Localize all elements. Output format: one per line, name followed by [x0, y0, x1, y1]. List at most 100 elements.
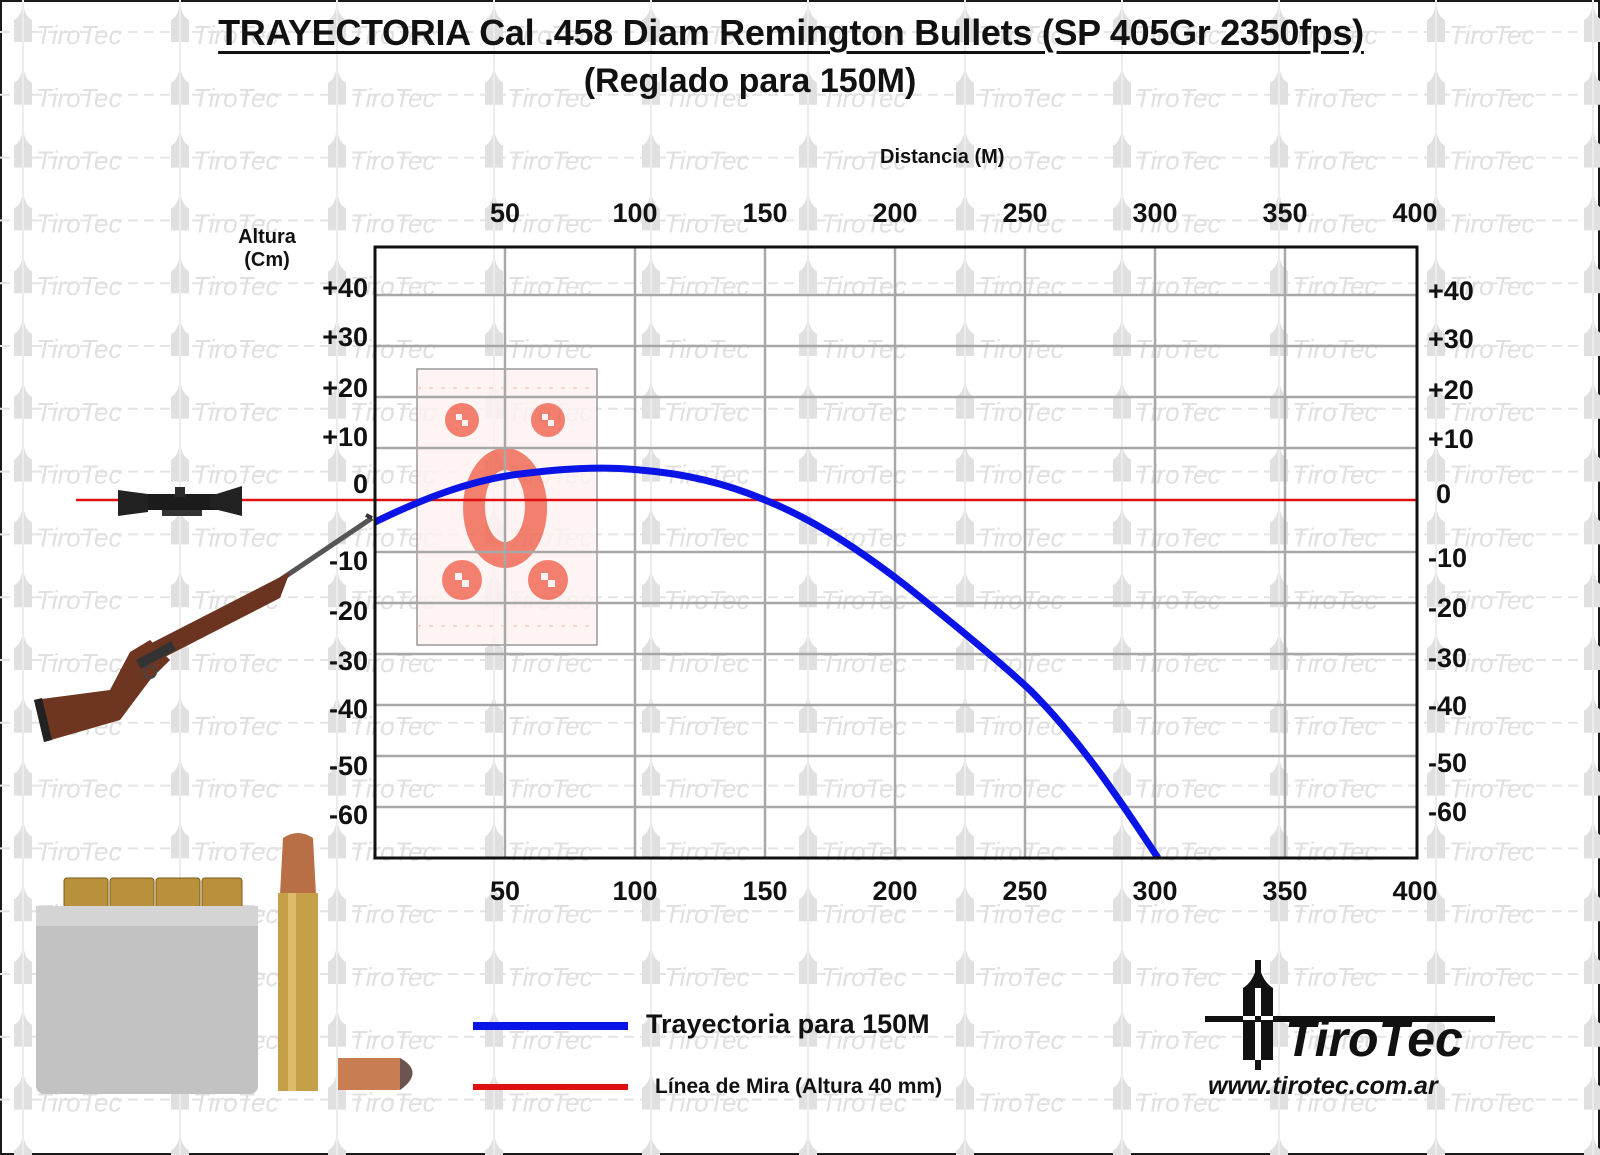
- legend-sightline-swatch: [473, 1084, 628, 1090]
- y-tick-left: +10: [322, 422, 368, 452]
- svg-text:TiroTec: TiroTec: [978, 1088, 1064, 1118]
- svg-text:TiroTec: TiroTec: [821, 146, 907, 176]
- svg-text:TiroTec: TiroTec: [978, 334, 1064, 364]
- svg-text:TiroTec: TiroTec: [1449, 397, 1535, 427]
- y-tick-left: -30: [328, 646, 368, 676]
- svg-text:TiroTec: TiroTec: [1135, 522, 1221, 552]
- svg-text:TiroTec: TiroTec: [1135, 460, 1221, 490]
- svg-text:TiroTec: TiroTec: [978, 1150, 1064, 1155]
- y-tick-right: 0: [1436, 479, 1452, 509]
- svg-text:TiroTec: TiroTec: [1135, 1150, 1221, 1155]
- svg-text:TiroTec: TiroTec: [821, 1025, 907, 1055]
- svg-text:TiroTec: TiroTec: [1449, 271, 1535, 301]
- svg-text:TiroTec: TiroTec: [1449, 962, 1535, 992]
- svg-text:TiroTec: TiroTec: [36, 208, 122, 238]
- svg-text:TiroTec: TiroTec: [978, 83, 1064, 113]
- x-tick-bottom: 200: [872, 876, 918, 906]
- svg-text:TiroTec: TiroTec: [1449, 208, 1535, 238]
- svg-text:TiroTec: TiroTec: [507, 20, 593, 50]
- y-tick-right: +10: [1428, 424, 1474, 454]
- svg-text:TiroTec: TiroTec: [664, 899, 750, 929]
- x-tick-bottom: 350: [1262, 876, 1308, 906]
- svg-text:TiroTec: TiroTec: [1135, 1088, 1221, 1118]
- x-tick-bottom: 50: [489, 876, 521, 906]
- svg-text:TiroTec: TiroTec: [821, 585, 907, 615]
- svg-text:TiroTec: TiroTec: [821, 774, 907, 804]
- svg-text:TiroTec: TiroTec: [350, 774, 436, 804]
- svg-text:TiroTec: TiroTec: [193, 397, 279, 427]
- svg-text:TiroTec: TiroTec: [664, 397, 750, 427]
- x-tick-top: 350: [1262, 198, 1308, 228]
- svg-text:TiroTec: TiroTec: [36, 146, 122, 176]
- svg-text:TiroTec: TiroTec: [36, 774, 122, 804]
- svg-text:TiroTec: TiroTec: [1449, 146, 1535, 176]
- svg-text:TiroTec: TiroTec: [1449, 899, 1535, 929]
- svg-text:TiroTec: TiroTec: [1292, 20, 1378, 50]
- y-tick-right: +30: [1428, 324, 1474, 354]
- svg-text:TiroTec: TiroTec: [1135, 208, 1221, 238]
- svg-text:TiroTec: TiroTec: [350, 836, 436, 866]
- svg-text:TiroTec: TiroTec: [978, 20, 1064, 50]
- y-tick-right: +40: [1428, 276, 1474, 306]
- svg-text:TiroTec: TiroTec: [350, 83, 436, 113]
- website-link[interactable]: www.tirotec.com.ar: [1208, 1072, 1438, 1100]
- svg-text:TiroTec: TiroTec: [1449, 1025, 1535, 1055]
- bullet-image: [338, 1058, 413, 1090]
- svg-text:TiroTec: TiroTec: [821, 334, 907, 364]
- svg-text:TiroTec: TiroTec: [193, 1150, 279, 1155]
- y-tick-right: +20: [1428, 375, 1474, 405]
- svg-text:TiroTec: TiroTec: [978, 1025, 1064, 1055]
- x-tick-bottom: 100: [612, 876, 658, 906]
- svg-text:TiroTec: TiroTec: [664, 1150, 750, 1155]
- x-tick-bottom: 150: [742, 876, 788, 906]
- svg-text:TiroTec: TiroTec: [1449, 20, 1535, 50]
- y-tick-left: -20: [328, 596, 368, 626]
- svg-text:TiroTec: TiroTec: [507, 146, 593, 176]
- x-tick-top: 400: [1392, 198, 1438, 228]
- svg-text:TiroTec: TiroTec: [36, 397, 122, 427]
- svg-text:TiroTec: TiroTec: [821, 20, 907, 50]
- svg-text:TiroTec: TiroTec: [1135, 334, 1221, 364]
- y-tick-left: +20: [322, 373, 368, 403]
- svg-text:TiroTec: TiroTec: [36, 585, 122, 615]
- svg-text:TiroTec: TiroTec: [1135, 146, 1221, 176]
- svg-text:TiroTec: TiroTec: [978, 774, 1064, 804]
- svg-text:TiroTec: TiroTec: [978, 585, 1064, 615]
- x-axis-title: Distancia (M): [880, 146, 1005, 168]
- svg-text:TiroTec: TiroTec: [1449, 711, 1535, 741]
- trajectory-curve: [373, 464, 1161, 860]
- y-tick-right: -60: [1428, 797, 1468, 827]
- svg-text:TiroTec: TiroTec: [1292, 1150, 1378, 1155]
- svg-text:TiroTec: TiroTec: [1449, 522, 1535, 552]
- cartridge-image: [278, 833, 318, 1091]
- ammo-box-image: [36, 877, 258, 1094]
- legend-trajectory-label: Trayectoria para 150M: [646, 1009, 930, 1039]
- svg-text:TiroTec: TiroTec: [193, 711, 279, 741]
- x-tick-top: 300: [1132, 198, 1178, 228]
- svg-text:TiroTec: TiroTec: [1292, 460, 1378, 490]
- svg-text:TiroTec: TiroTec: [507, 334, 593, 364]
- svg-text:TiroTec: TiroTec: [193, 20, 279, 50]
- svg-text:TiroTec: TiroTec: [193, 146, 279, 176]
- y-tick-right: -40: [1428, 691, 1468, 721]
- svg-text:TiroTec: TiroTec: [1449, 1088, 1535, 1118]
- svg-text:TiroTec: TiroTec: [36, 522, 122, 552]
- svg-text:TiroTec: TiroTec: [821, 1088, 907, 1118]
- svg-text:TiroTec: TiroTec: [1292, 1088, 1378, 1118]
- x-tick-top: 100: [612, 198, 658, 228]
- svg-text:TiroTec: TiroTec: [1292, 585, 1378, 615]
- svg-text:TiroTec: TiroTec: [193, 836, 279, 866]
- svg-text:TiroTec: TiroTec: [193, 208, 279, 238]
- svg-text:TiroTec: TiroTec: [193, 774, 279, 804]
- svg-text:TiroTec: TiroTec: [1135, 774, 1221, 804]
- svg-text:TiroTec: TiroTec: [507, 83, 593, 113]
- svg-text:TiroTec: TiroTec: [664, 83, 750, 113]
- svg-text:TiroTec: TiroTec: [821, 397, 907, 427]
- svg-text:TiroTec: TiroTec: [1135, 83, 1221, 113]
- svg-text:TiroTec: TiroTec: [507, 1088, 593, 1118]
- svg-text:TiroTec: TiroTec: [821, 962, 907, 992]
- svg-text:TiroTec: TiroTec: [1135, 899, 1221, 929]
- svg-text:TiroTec: TiroTec: [821, 460, 907, 490]
- chart-title: TRAYECTORIA Cal .458 Diam Remington Bull…: [218, 12, 1364, 53]
- y-tick-right: -10: [1428, 543, 1468, 573]
